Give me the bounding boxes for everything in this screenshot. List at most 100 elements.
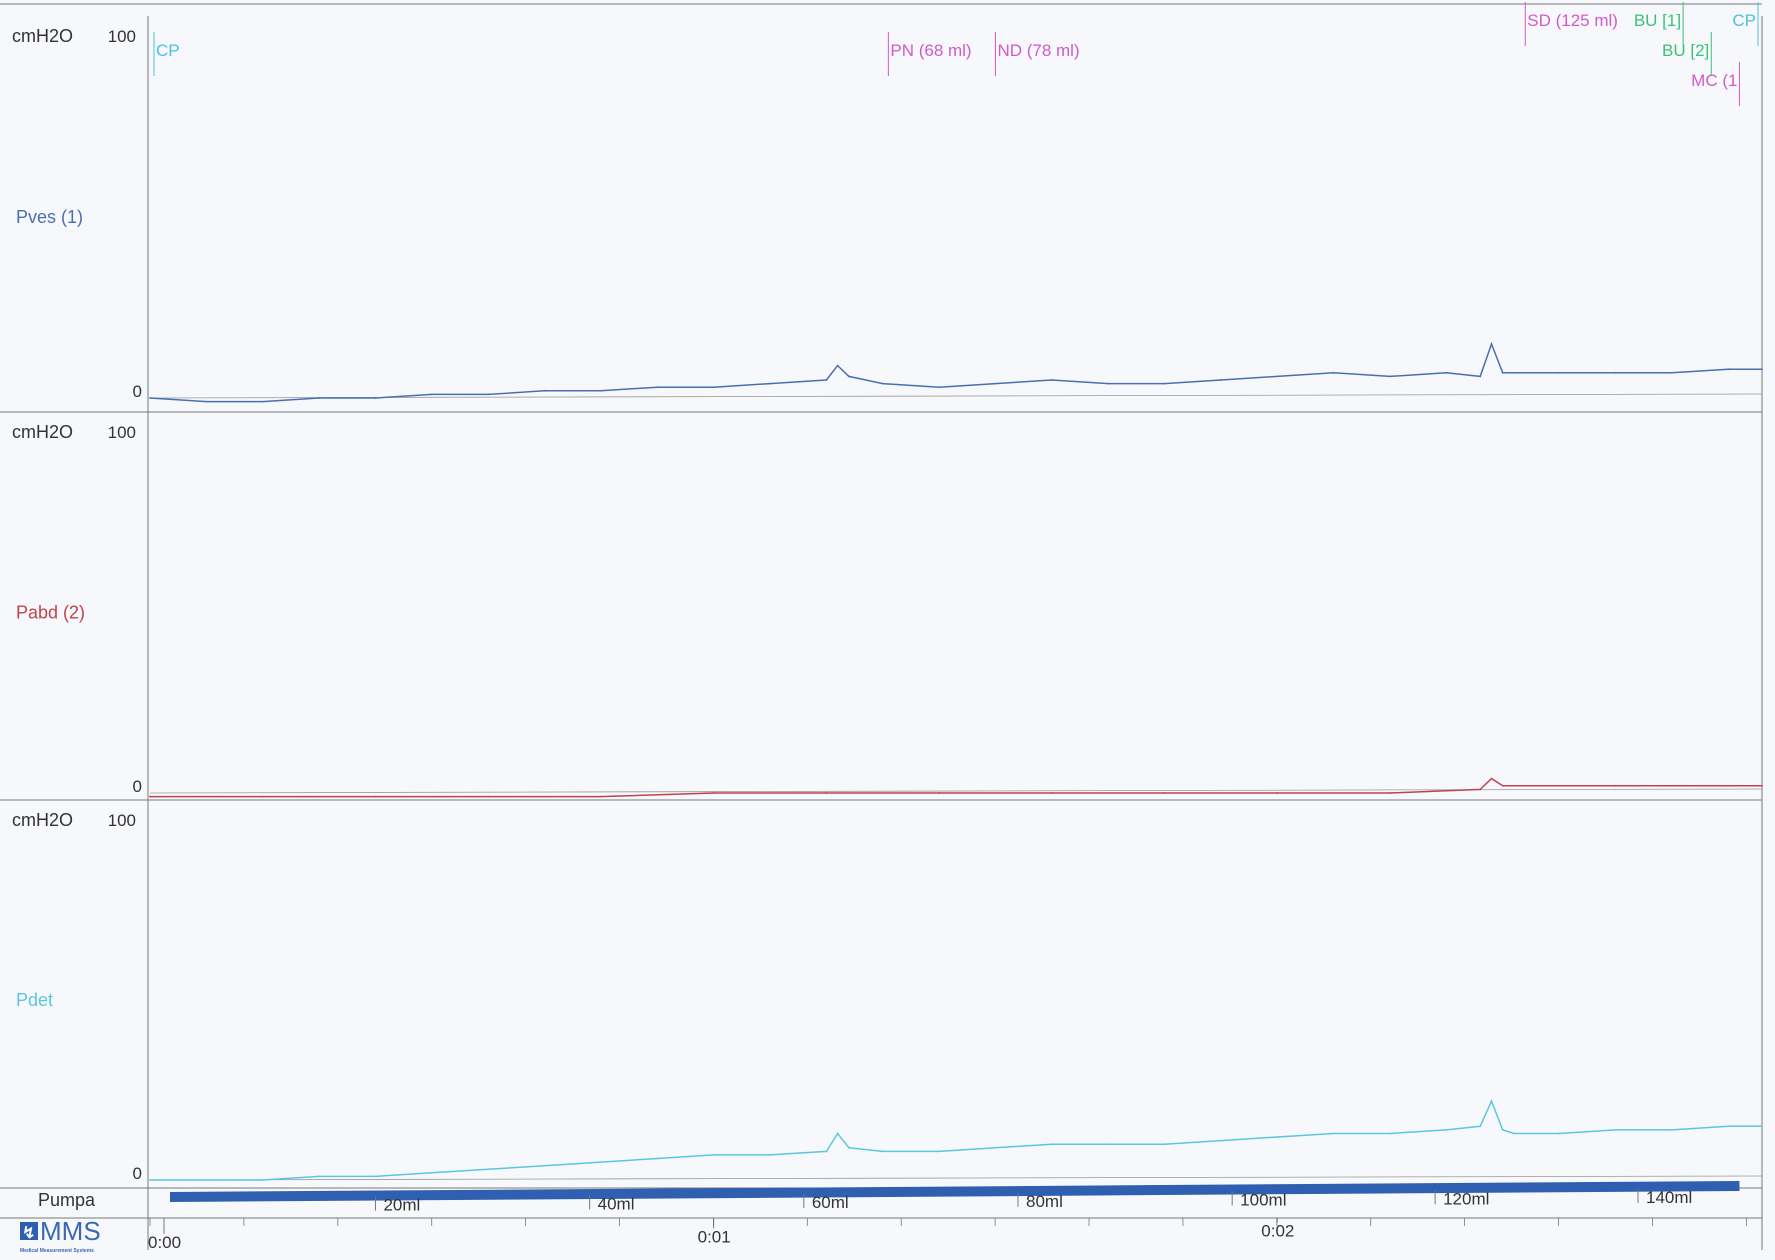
data-point: [1479, 375, 1482, 378]
logo-icon-glyph: ↯: [22, 1225, 35, 1242]
data-point: [318, 1175, 320, 1178]
data-point: [769, 1154, 771, 1156]
data-point: [1479, 1125, 1482, 1128]
data-point: [261, 1179, 264, 1181]
pump-tick-label: 120ml: [1443, 1189, 1489, 1208]
zero-baseline: [149, 1175, 1763, 1181]
data-point: [836, 364, 839, 367]
data-point: [374, 1175, 377, 1178]
event-marker-label: BU [1]: [1634, 11, 1681, 30]
data-point: [881, 382, 884, 385]
panel-3: cmH2O 100 0 Pdet: [0, 810, 1763, 1189]
data-point: [848, 375, 850, 378]
data-point: [1445, 371, 1448, 374]
data-point: [1513, 1132, 1515, 1135]
data-point: [374, 795, 377, 798]
series-label: Pdet: [16, 990, 53, 1010]
data-point: [1761, 784, 1763, 787]
pump-tick-label: 60ml: [812, 1193, 849, 1212]
event-marker-label: CP: [156, 41, 180, 60]
event-marker: CP: [153, 32, 180, 76]
pump-tick-label: 80ml: [1026, 1192, 1063, 1211]
data-point: [994, 1146, 997, 1149]
ymax-label: 100: [108, 811, 136, 830]
event-marker: BU [2]: [1662, 32, 1712, 76]
data-point: [149, 397, 151, 399]
series-line: [149, 341, 1762, 403]
data-point: [1389, 1132, 1391, 1135]
event-marker-label: ND (78 ml): [997, 41, 1079, 60]
data-point: [1445, 1129, 1448, 1131]
event-marker-label: SD (125 ml): [1527, 11, 1618, 30]
data-point: [1107, 382, 1110, 385]
data-point: [1163, 382, 1166, 385]
data-point: [836, 1132, 839, 1135]
data-point: [1276, 1136, 1279, 1138]
data-point: [149, 1179, 151, 1181]
ymin-label: 0: [133, 777, 142, 796]
mms-logo: ↯ MMS Medical Measurement Systems: [20, 1216, 101, 1254]
data-point: [1558, 371, 1560, 374]
data-point: [1501, 1129, 1504, 1131]
unit-label: cmH2O: [12, 26, 73, 46]
data-point: [712, 386, 715, 389]
data-point: [1220, 1139, 1222, 1142]
event-marker: PN (68 ml): [887, 32, 972, 76]
data-point: [1389, 792, 1391, 794]
pump-tick-label: 140ml: [1646, 1188, 1692, 1207]
series-label: Pabd (2): [16, 603, 85, 623]
pump-tick-label: 40ml: [598, 1194, 635, 1213]
data-point: [1050, 1143, 1053, 1146]
event-marker: MC (1: [1691, 62, 1740, 106]
data-point: [1479, 788, 1482, 791]
pump-tick-label: 20ml: [383, 1196, 420, 1215]
data-point: [1163, 1143, 1166, 1146]
data-point: [600, 795, 602, 798]
data-point: [938, 386, 940, 389]
series-line: [150, 1099, 1762, 1181]
data-point: [543, 389, 546, 392]
ymin-label: 0: [133, 382, 142, 401]
logo-subtext: Medical Measurement Systems: [20, 1248, 94, 1254]
data-point: [825, 1150, 828, 1153]
data-point: [712, 792, 715, 794]
data-point: [1513, 371, 1515, 374]
event-marker-label: CP: [1732, 11, 1756, 30]
data-point: [1163, 792, 1166, 794]
data-point: [261, 400, 264, 403]
data-point: [881, 1150, 884, 1153]
data-point: [848, 1146, 850, 1149]
data-point: [1670, 371, 1673, 374]
pump-tick-label: 100ml: [1240, 1191, 1286, 1210]
ymin-label: 0: [133, 1164, 142, 1183]
data-point: [1614, 371, 1617, 374]
event-marker: CP: [1732, 2, 1759, 46]
data-point: [1501, 371, 1504, 374]
data-point: [1614, 1129, 1617, 1131]
event-marker: SD (125 ml): [1524, 2, 1618, 46]
chart-frame: [0, 3, 1763, 1250]
data-point: [1727, 368, 1730, 371]
data-point: [1220, 379, 1222, 381]
data-point: [149, 795, 151, 798]
data-point: [318, 397, 320, 399]
data-point: [261, 795, 264, 798]
time-tick-label: 0:02: [1261, 1222, 1294, 1241]
data-point: [1761, 1125, 1763, 1128]
event-marker-label: MC (1: [1691, 71, 1737, 90]
series-label: Pves (1): [16, 207, 83, 227]
data-point: [712, 1154, 715, 1156]
ymax-label: 100: [108, 27, 136, 46]
panel-1: cmH2O 100 0 Pves (1): [0, 26, 1763, 413]
data-point: [1276, 792, 1279, 794]
data-point: [1761, 368, 1763, 371]
data-point: [994, 382, 997, 385]
zero-baseline: [149, 393, 1763, 399]
data-point: [1050, 792, 1053, 794]
event-marker-label: PN (68 ml): [890, 41, 971, 60]
logo-text: MMS: [40, 1216, 101, 1246]
data-point: [825, 792, 828, 794]
data-point: [1727, 784, 1730, 787]
data-point: [1670, 1129, 1673, 1131]
